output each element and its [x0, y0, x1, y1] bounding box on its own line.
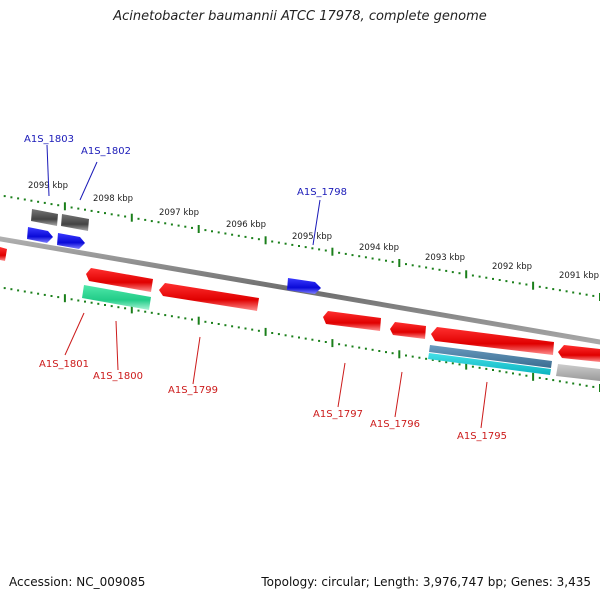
- gene-arrow-A1S_1803[interactable]: [27, 227, 53, 243]
- ruler-label: 2096 kbp: [226, 220, 266, 230]
- gene-label[interactable]: A1S_1800: [93, 371, 143, 382]
- gene-arrow-A1S_1802[interactable]: [57, 233, 85, 249]
- gene-label[interactable]: A1S_1799: [168, 385, 218, 396]
- forward-genes: [27, 209, 321, 294]
- accession-text: Accession: NC_009085: [9, 575, 146, 589]
- ruler-label: 2098 kbp: [93, 194, 133, 204]
- gene-arrow[interactable]: [61, 214, 89, 231]
- ruler-label: 2095 kbp: [292, 232, 332, 242]
- gene-feature[interactable]: [429, 345, 552, 368]
- ruler-label: 2094 kbp: [359, 243, 399, 253]
- gene-labels: A1S_1803 A1S_1802 A1S_1798 A1S_1801 A1S_…: [24, 134, 507, 442]
- gene-arrow[interactable]: [0, 247, 7, 261]
- label-leaders: [46, 144, 488, 429]
- gene-arrow-A1S_1795[interactable]: [431, 327, 554, 355]
- gene-arrow-A1S_1801[interactable]: [86, 268, 153, 292]
- topology-text: Topology: circular; Length: 3,976,747 bp…: [261, 575, 591, 589]
- gene-label[interactable]: A1S_1797: [313, 409, 363, 420]
- gene-arrow-A1S_1796[interactable]: [390, 322, 426, 339]
- gene-arrow-A1S_1801-rna[interactable]: [82, 285, 151, 310]
- ruler-label: 2092 kbp: [492, 262, 532, 272]
- gene-label[interactable]: A1S_1798: [297, 187, 347, 198]
- ruler-outer: [3, 195, 600, 301]
- ruler-inner: [3, 287, 600, 392]
- gene-arrow-A1S_1799[interactable]: [159, 283, 259, 311]
- gene-label[interactable]: A1S_1795: [457, 431, 507, 442]
- gene-label[interactable]: A1S_1803: [24, 134, 74, 145]
- gene-arrow[interactable]: [556, 364, 600, 381]
- reverse-genes: [82, 268, 600, 381]
- ruler-labels: 2099 kbp 2098 kbp 2097 kbp 2096 kbp 2095…: [28, 181, 599, 281]
- gene-arrow-A1S_1798[interactable]: [287, 278, 321, 294]
- gene-arrow[interactable]: [31, 209, 58, 226]
- ruler-label: 2093 kbp: [425, 253, 465, 263]
- ruler-label: 2097 kbp: [159, 208, 199, 218]
- gene-label[interactable]: A1S_1801: [39, 359, 89, 370]
- gene-label[interactable]: A1S_1796: [370, 419, 420, 430]
- ruler-label: 2099 kbp: [28, 181, 68, 191]
- ruler-label: 2091 kbp: [559, 271, 599, 281]
- map-title: Acinetobacter baumannii ATCC 17978, comp…: [113, 9, 487, 24]
- gene-arrow-A1S_1797[interactable]: [323, 311, 381, 331]
- gene-label[interactable]: A1S_1802: [81, 146, 131, 157]
- gene-feature[interactable]: [428, 353, 551, 375]
- gene-arrow[interactable]: [558, 345, 600, 362]
